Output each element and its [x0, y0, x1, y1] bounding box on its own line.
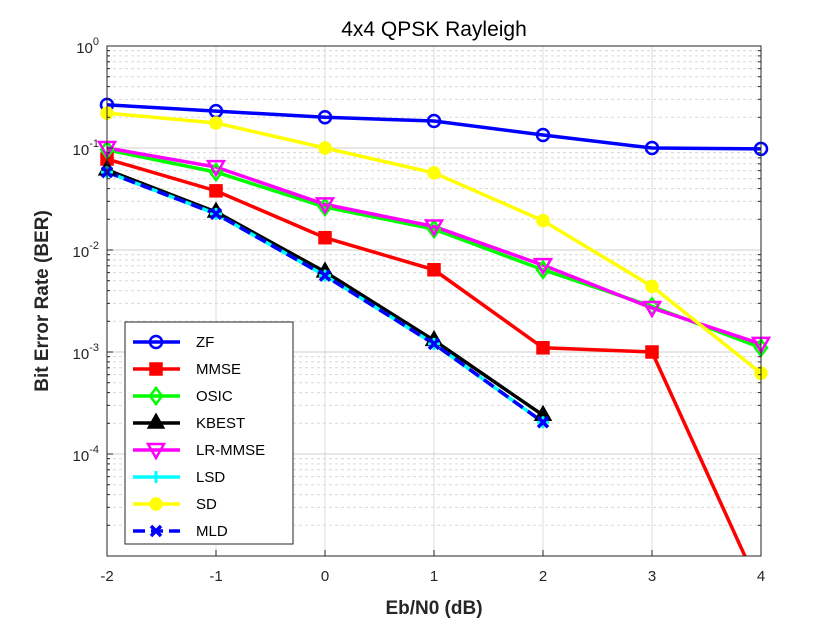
- legend-label-sd: SD: [196, 496, 217, 513]
- legend-marker-kbest: [146, 412, 166, 429]
- y-tick-label: 10-2: [73, 240, 99, 261]
- legend-marker-osic: [148, 385, 164, 407]
- legend-label-osic: OSIC: [196, 388, 233, 405]
- data-point-mld: [536, 415, 550, 429]
- ticks: -2 -1 0 1 2 3 4 100 10-1 10-2 10-3 10-4: [73, 36, 766, 585]
- data-point-zf: [426, 113, 442, 129]
- x-tick-label: 4: [757, 568, 765, 585]
- data-point-mmse: [318, 230, 332, 245]
- series-line-zf: [107, 103, 761, 151]
- legend-marker-mld: [149, 524, 163, 538]
- y-tick-label: 10-1: [73, 138, 99, 159]
- legend-marker-zf: [148, 334, 164, 350]
- legend-marker-mmse: [149, 362, 163, 376]
- data-point-sd: [536, 213, 550, 228]
- legend-label-lr-mmse: LR-MMSE: [196, 442, 265, 459]
- legend-marker-lr-mmse: [145, 442, 167, 461]
- data-point-mld: [427, 337, 441, 351]
- legend-label-mmse: MMSE: [196, 361, 241, 378]
- x-tick-label: 0: [321, 568, 329, 585]
- legend-label-lsd: LSD: [196, 469, 225, 486]
- legend-label-zf: ZF: [196, 334, 214, 351]
- legend-label-mld: MLD: [196, 523, 228, 540]
- data-point-mmse: [536, 341, 550, 355]
- data-point-zf: [644, 140, 660, 156]
- data-point-sd: [318, 141, 332, 155]
- x-tick-label: 3: [648, 568, 656, 585]
- data-point-zf: [317, 110, 333, 125]
- data-point-mld: [318, 269, 332, 282]
- data-point-lr-mmse: [423, 219, 445, 238]
- data-point-sd: [645, 279, 659, 294]
- y-axis-label: Bit Error Rate (BER): [32, 210, 53, 392]
- x-tick-label: -2: [100, 568, 113, 585]
- data-point-mmse: [209, 184, 223, 198]
- x-tick-label: 1: [430, 568, 438, 585]
- y-tick-label: 10-3: [73, 342, 99, 363]
- data-point-lr-mmse: [641, 300, 663, 319]
- data-point-lr-mmse: [532, 257, 554, 276]
- series-line-lr-mmse: [107, 146, 761, 346]
- y-tick-label: 10-4: [73, 444, 99, 465]
- data-point-sd: [209, 116, 223, 130]
- legend-marker-sd: [149, 497, 163, 511]
- legend-label-kbest: KBEST: [196, 415, 245, 432]
- data-point-mmse: [645, 345, 659, 359]
- legend-marker-lsd: [150, 471, 162, 483]
- chart-title: 4x4 QPSK Rayleigh: [341, 18, 527, 41]
- y-tick-label: 100: [76, 36, 99, 57]
- data-point-zf: [535, 127, 551, 143]
- x-tick-label: 2: [539, 568, 547, 585]
- data-point-lr-mmse: [205, 159, 227, 178]
- legend: ZF MMSE OSIC KBEST LR-MMSE LSD SD MLD: [124, 321, 294, 545]
- data-point-mmse: [427, 263, 441, 277]
- data-point-sd: [427, 166, 441, 180]
- x-tick-label: -1: [209, 568, 222, 585]
- data-point-mld: [209, 207, 223, 221]
- data-point-lr-mmse: [314, 197, 336, 215]
- x-axis-label: Eb/N0 (dB): [385, 598, 482, 619]
